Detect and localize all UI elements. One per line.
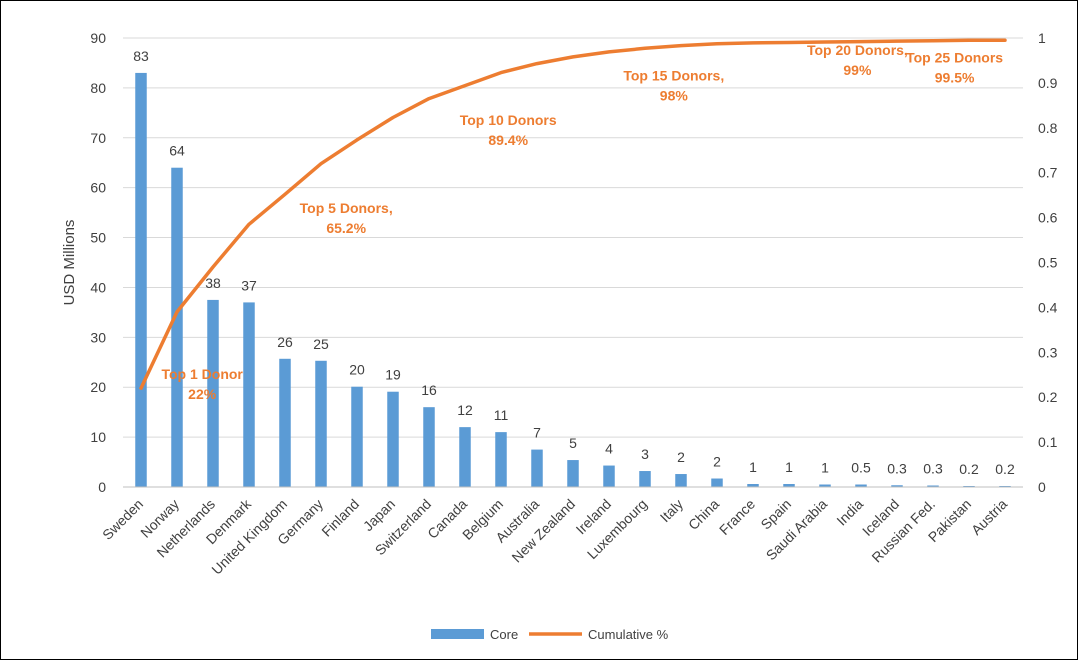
bar-data-label: 83 <box>133 48 149 64</box>
bar-data-label: 38 <box>205 275 221 291</box>
annotation-label: Top 10 Donors <box>460 112 557 128</box>
annotation-value: 65.2% <box>326 220 366 236</box>
bar-data-label: 7 <box>533 425 541 441</box>
bar-data-label: 2 <box>677 449 685 465</box>
annotation-value: 89.4% <box>488 132 528 148</box>
bar-data-label: 26 <box>277 334 293 350</box>
bar <box>279 358 291 487</box>
annotation-label: Top 25 Donors <box>906 50 1003 66</box>
y-tick-label: 50 <box>90 230 106 246</box>
bar-data-label: 16 <box>421 382 437 398</box>
bar <box>819 484 831 487</box>
bar-data-label: 11 <box>494 407 509 423</box>
bar <box>567 460 579 487</box>
bar-data-label: 1 <box>785 459 793 475</box>
bar <box>423 407 435 487</box>
y2-tick-label: 0.8 <box>1038 120 1058 136</box>
bar <box>243 302 255 487</box>
y2-tick-label: 0 <box>1038 479 1046 495</box>
y2-tick-label: 0.9 <box>1038 75 1058 91</box>
cumulative-line <box>139 38 1007 390</box>
x-tick-label: Austria <box>968 496 1010 538</box>
annotation-label: Top 1 Donor <box>161 366 243 382</box>
bar-data-label: 2 <box>713 454 721 470</box>
y-tick-label: 90 <box>90 30 106 46</box>
y-tick-label: 60 <box>90 180 106 196</box>
annotation-value: 22% <box>188 386 217 402</box>
bar-data-label: 12 <box>457 402 473 418</box>
bar <box>927 485 939 487</box>
bar <box>783 484 795 487</box>
bar-data-label: 0.2 <box>959 461 979 477</box>
bar <box>855 484 867 487</box>
legend-swatch-core <box>431 629 484 639</box>
bar-data-label: 1 <box>749 459 757 475</box>
bar-data-label: 3 <box>641 446 649 462</box>
annotation-value: 98% <box>660 88 689 104</box>
annotation-label: Top 20 Donors, <box>807 42 908 58</box>
legend-label-core: Core <box>490 627 518 642</box>
bar <box>171 167 183 487</box>
bar-data-label: 0.2 <box>995 461 1015 477</box>
x-tick-label: France <box>716 496 758 538</box>
bar-data-label: 25 <box>313 336 329 352</box>
y-tick-label: 20 <box>90 379 106 395</box>
y2-tick-label: 0.6 <box>1038 210 1058 226</box>
y-tick-label: 30 <box>90 329 106 345</box>
y2-tick-label: 0.3 <box>1038 344 1058 360</box>
x-tick-label: Sweden <box>99 496 146 543</box>
bar <box>891 485 903 487</box>
bar <box>207 299 219 487</box>
y2-tick-label: 0.7 <box>1038 165 1058 181</box>
y-tick-label: 10 <box>90 429 106 445</box>
bar <box>603 465 615 487</box>
bar <box>711 478 723 487</box>
bar-data-label: 1 <box>821 460 829 476</box>
y-tick-label: 40 <box>90 279 106 295</box>
bar <box>351 386 363 487</box>
bar-data-label: 4 <box>605 441 613 457</box>
bar <box>639 471 651 487</box>
annotation-value: 99% <box>843 62 872 78</box>
annotation-label: Top 15 Donors, <box>623 68 724 84</box>
y2-tick-label: 1 <box>1038 30 1046 46</box>
y-axis-title: USD Millions <box>61 220 78 306</box>
x-tick-label: Finland <box>318 496 362 540</box>
y2-tick-label: 0.1 <box>1038 434 1058 450</box>
bar <box>675 474 687 487</box>
bar-data-label: 0.5 <box>851 460 871 476</box>
bar-data-label: 0.3 <box>923 461 943 477</box>
y2-tick-label: 0.4 <box>1038 299 1058 315</box>
annotation-label: Top 5 Donors, <box>300 200 393 216</box>
bar <box>315 360 327 487</box>
bar <box>387 391 399 487</box>
bar <box>459 427 471 487</box>
y2-tick-label: 0.5 <box>1038 255 1058 271</box>
bar-data-label: 37 <box>241 277 257 293</box>
bar <box>495 432 507 487</box>
y-tick-label: 80 <box>90 80 106 96</box>
annotation-value: 99.5% <box>935 70 975 86</box>
x-tick-label: Italy <box>657 496 686 525</box>
y-tick-label: 0 <box>98 479 106 495</box>
x-tick-label: India <box>833 496 866 529</box>
y2-tick-label: 0.2 <box>1038 389 1058 405</box>
y-tick-label: 70 <box>90 130 106 146</box>
bar <box>135 72 147 487</box>
bar <box>531 449 543 487</box>
bar-data-label: 64 <box>169 143 185 159</box>
x-tick-label: New Zealand <box>508 496 578 566</box>
bar-data-label: 19 <box>385 367 401 383</box>
bar-data-label: 5 <box>569 435 577 451</box>
bar <box>747 484 759 487</box>
bar-data-label: 0.3 <box>887 460 907 476</box>
legend-label-cumulative: Cumulative % <box>588 627 669 642</box>
bar-data-label: 20 <box>349 362 365 378</box>
